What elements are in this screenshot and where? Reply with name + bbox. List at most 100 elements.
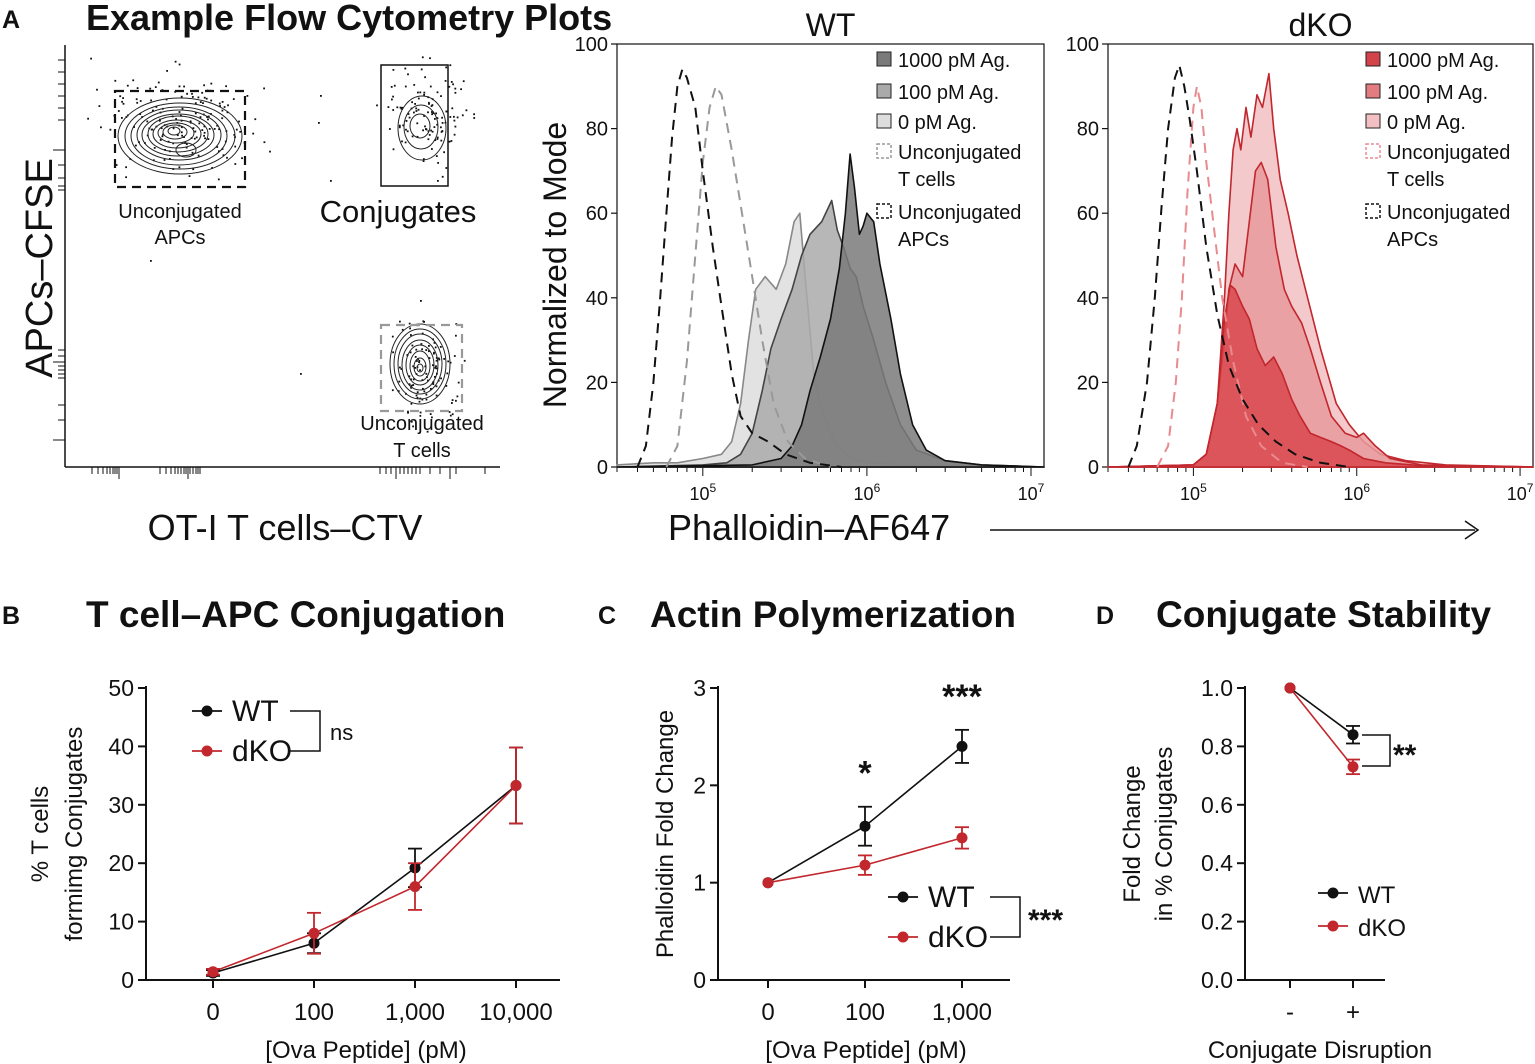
flow-event-dot [435,394,438,397]
flow-event-dot [405,128,407,131]
flow-event-dot [437,180,439,182]
flow-event-dot [424,76,426,79]
flow-event-dot [186,92,188,95]
flow-event-dot [203,84,205,87]
flow-event-dot [396,106,399,109]
flow-event-dot [411,344,414,347]
flow-event-dot [416,396,419,399]
flow-event-dot [418,400,421,403]
y-tick-label: 0.8 [1201,733,1233,759]
flow-event-dot [423,115,425,117]
x-tick-label: 100 [294,999,334,1026]
flow-event-dot [430,105,433,107]
legend-marker [897,891,909,903]
histogram-y-tick-label: 60 [1077,203,1099,225]
flow-event-dot [392,69,395,71]
x-tick-label: 0 [206,999,219,1026]
flow-event-dot [269,150,271,153]
histogram-x-tick-label: 105 [1180,481,1207,504]
flow-event-dot [232,98,235,100]
histogram-y-tick-label: 0 [1088,457,1099,479]
flow-event-dot [117,110,120,112]
flow-event-dot [437,162,439,164]
flow-event-dot [169,158,171,160]
flow-event-dot [397,390,400,392]
flow-event-dot [425,372,428,375]
flow-event-dot [400,368,403,370]
flow-event-dot [460,88,462,91]
flow-event-dot [408,383,411,386]
flow-event-dot [427,111,429,114]
apc-contours [117,97,243,175]
flow-event-dot [429,413,432,415]
flow-event-dot [233,134,236,136]
legend-swatch-filled [1365,113,1381,129]
flow-event-dot [436,123,439,126]
flow-event-dot [192,127,195,129]
flow-event-dot [126,84,129,87]
flow-event-dot [435,112,437,115]
legend-marker [201,745,213,757]
conjugation-y-label-line1: % T cells [27,786,54,882]
flow-event-dot [416,122,419,125]
flow-event-dot [417,358,420,360]
flow-event-dot [454,87,457,90]
flow-event-dot [205,97,208,100]
histogram-title: dKO [1288,7,1352,43]
flow-event-dot [423,390,426,393]
flow-event-dot [424,125,426,128]
flow-event-dot [456,116,459,119]
legend-swatch-dashed [876,143,892,159]
flow-event-dot [428,357,431,359]
flow-event-dot [419,369,421,372]
flow-event-dot [404,85,407,88]
flow-event-dot [449,64,452,67]
flow-event-dot [435,155,438,157]
flow-event-dot [440,95,442,97]
flow-event-dot [391,389,394,392]
flow-event-dot [441,122,444,124]
flow-event-dot [221,117,224,120]
flow-event-dot [408,375,411,378]
flow-event-dot [462,80,465,83]
flow-event-dot [139,100,142,102]
flow-event-dot [238,120,240,123]
flow-event-dot [122,97,124,99]
legend-swatch-dashed [876,203,892,219]
legend-label: dKO [928,921,988,954]
legend-label: 100 pM Ag. [898,82,999,104]
flow-event-dot [445,385,448,387]
flow-event-dot [465,109,468,112]
flow-event-dot [166,70,168,72]
flow-event-dot [391,335,394,338]
flow-event-dot [423,91,426,94]
flow-event-dot [428,345,430,347]
flow-event-dot [417,108,420,111]
flow-event-dot [409,327,411,330]
flow-event-dot [425,398,428,401]
panel-a: A Example Flow Cytometry Plots [2,0,1534,548]
flow-event-dot [198,122,201,125]
flow-event-dot [189,120,192,123]
histogram-series-area [1107,284,1534,468]
flow-event-dot [218,102,221,105]
series-line [1289,687,1354,736]
significance-bracket [290,710,321,752]
histogram-y-tick-label: 20 [586,372,608,394]
flow-event-dot [234,145,237,148]
flow-event-dot [454,125,457,128]
flow-event-dot [417,91,419,94]
legend-swatch-dashed [1365,143,1381,159]
panel-c: C Actin Polymerization 0 1 2 3 0 100 1,000 WT dK… [598,594,1063,1064]
flow-event-dot [431,130,434,133]
flow-event-dot [320,95,322,97]
histogram-dashed-series [665,83,831,468]
actin-y-label: Phalloidin Fold Change [652,710,679,958]
panel-label-d: D [1096,602,1114,630]
flow-event-dot [195,136,198,139]
series-line [212,784,517,973]
y-tick-label: 2 [693,772,706,798]
stability-y-label-line1: Fold Change [1119,765,1146,902]
flow-event-dot [410,334,412,336]
